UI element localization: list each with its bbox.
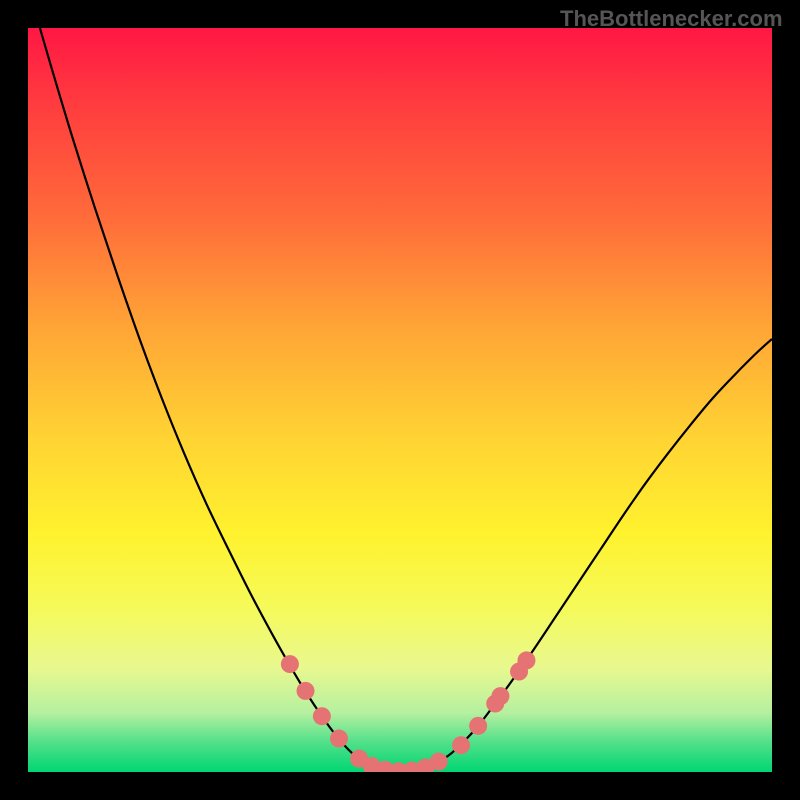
data-marker	[281, 655, 299, 673]
data-marker	[491, 687, 509, 705]
data-marker	[430, 753, 448, 771]
data-marker	[452, 736, 470, 754]
chart-container: TheBottlenecker.com	[0, 0, 800, 800]
data-marker	[469, 717, 487, 735]
data-marker	[517, 651, 535, 669]
data-marker	[330, 730, 348, 748]
plot-svg	[28, 28, 772, 772]
gradient-background	[28, 28, 772, 772]
data-marker	[313, 707, 331, 725]
data-marker	[297, 682, 315, 700]
